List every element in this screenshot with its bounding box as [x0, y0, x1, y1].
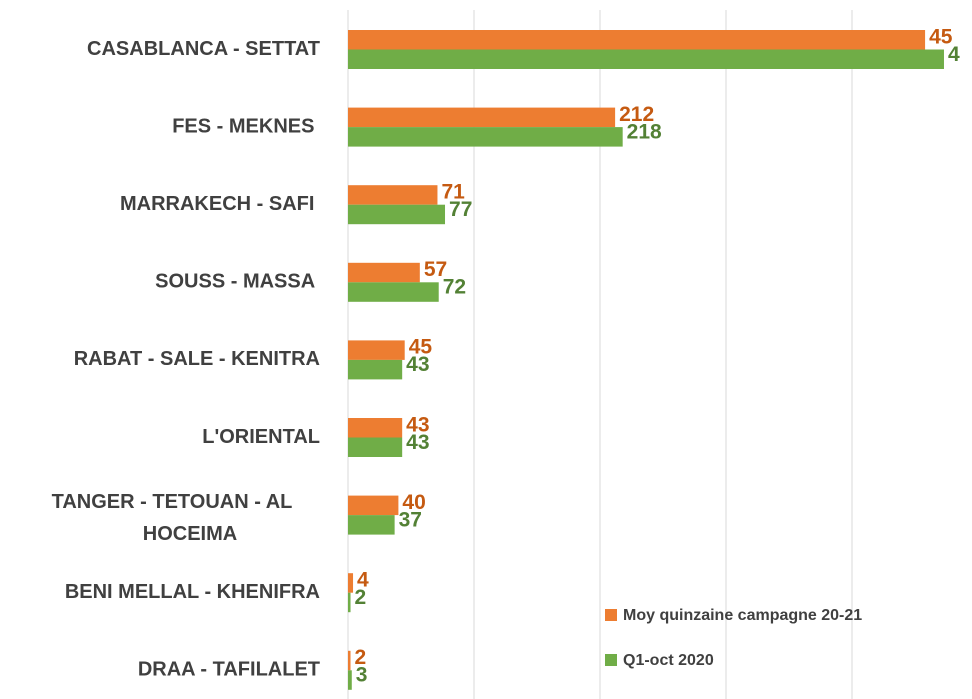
category-label: FES - MEKNES	[172, 115, 320, 137]
value-label: 4	[948, 43, 960, 66]
legend-swatch	[605, 609, 617, 621]
legend-swatch	[605, 654, 617, 666]
value-label: 43	[406, 353, 429, 376]
bar	[348, 262, 420, 283]
bar	[348, 650, 351, 671]
legend-label: Moy quinzaine campagne 20-21	[623, 607, 862, 624]
bar	[348, 49, 944, 69]
value-label: 45	[929, 25, 953, 48]
bar	[348, 515, 395, 535]
bar	[348, 573, 354, 593]
bar	[348, 107, 616, 128]
category-label: DRAA - TAFILALET	[138, 659, 320, 681]
bar	[348, 30, 926, 50]
category-label: MARRAKECH - SAFI	[120, 193, 320, 215]
bar	[348, 359, 403, 380]
value-label: 218	[627, 120, 662, 143]
category-label: L'ORIENTAL	[202, 426, 320, 448]
value-label: 77	[449, 198, 472, 221]
value-label: 72	[443, 276, 466, 299]
legend-label: Q1-oct 2020	[623, 652, 714, 669]
value-label: 2	[355, 586, 367, 609]
category-label: SOUSS - MASSA	[155, 271, 320, 293]
value-label: 57	[424, 258, 447, 281]
bar	[348, 282, 439, 302]
category-label: RABAT - SALE - KENITRA	[74, 348, 320, 370]
value-label: 4	[357, 568, 369, 591]
value-label: 3	[356, 664, 368, 687]
bar	[348, 495, 399, 516]
bar	[348, 418, 403, 438]
bar	[348, 340, 405, 360]
bar	[348, 127, 623, 147]
value-label: 40	[402, 491, 425, 514]
bar	[348, 437, 403, 457]
category-label: TANGER - TETOUAN - AL HOCEIMA	[52, 491, 293, 545]
value-label: 37	[399, 508, 422, 531]
value-label: 43	[406, 431, 429, 454]
category-label: CASABLANCA - SETTAT	[87, 38, 320, 60]
value-label: 71	[441, 180, 465, 203]
value-label: 43	[406, 413, 429, 436]
value-label: 2	[355, 646, 367, 669]
value-label: 212	[619, 103, 654, 126]
bar	[348, 592, 351, 613]
bar	[348, 185, 438, 205]
bar	[348, 670, 352, 690]
value-label: 45	[409, 336, 433, 359]
category-label: BENI MELLAL - KHENIFRA	[65, 581, 320, 603]
bar	[348, 204, 446, 225]
